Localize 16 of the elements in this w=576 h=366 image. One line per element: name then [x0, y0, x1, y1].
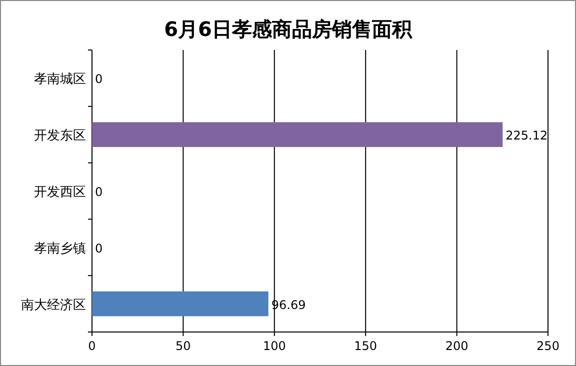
x-tick-label: 0	[88, 339, 96, 353]
y-tick-label: 南大经济区	[21, 298, 86, 313]
x-tick-label: 200	[445, 339, 468, 353]
data-label: 0	[95, 72, 103, 86]
y-tick-label: 开发东区	[34, 128, 86, 144]
y-tick-label: 开发西区	[34, 185, 86, 200]
data-label: 0	[95, 185, 103, 199]
data-label: 225.12	[506, 128, 548, 143]
y-tick-label: 孝南乡镇	[34, 241, 86, 256]
x-tick-label: 50	[176, 339, 191, 353]
x-tick-label: 150	[354, 339, 378, 353]
x-tick-label: 250	[536, 339, 560, 353]
chart-title: 6月6日孝感商品房销售面积	[164, 17, 413, 41]
y-tick-label: 孝南城区	[34, 72, 86, 88]
x-tick-label: 100	[262, 339, 286, 353]
data-label: 0	[95, 241, 103, 256]
